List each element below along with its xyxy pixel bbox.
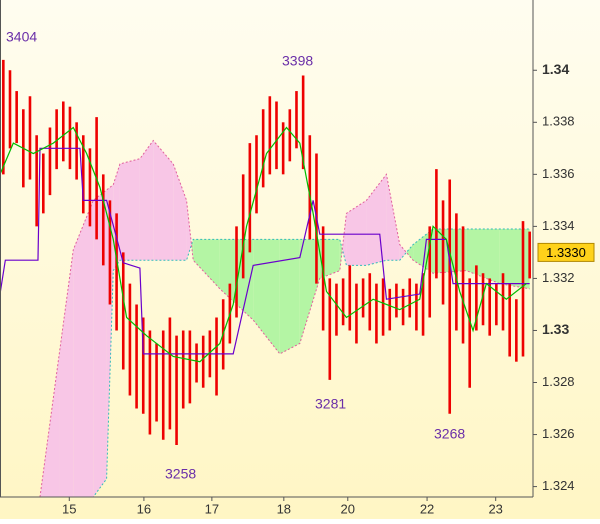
cloud-fill: [406, 244, 414, 261]
y-tick-label: 1.326: [542, 426, 575, 441]
y-tick-label: 1.33: [542, 321, 569, 337]
x-tick-label: 16: [137, 501, 151, 516]
indicator-line: [0, 126, 527, 363]
cloud-edge: [39, 228, 530, 498]
x-tick-label: 17: [205, 501, 219, 516]
x-tick-label: 18: [277, 501, 291, 516]
y-tick-label: 1.338: [542, 114, 575, 129]
y-tick-label: 1.332: [542, 270, 575, 285]
cloud-fill: [466, 228, 500, 284]
cloud-fill: [93, 189, 107, 497]
annotation: 3398: [282, 53, 313, 69]
cloud-fill: [106, 184, 114, 479]
cloud-fill: [299, 239, 320, 344]
annotation: 3268: [434, 426, 465, 442]
cloud-fill: [253, 239, 280, 354]
y-tick-label: 1.334: [542, 218, 575, 233]
cloud-fill: [346, 200, 367, 266]
cloud-fill: [73, 200, 94, 497]
x-tick-label: 20: [341, 501, 355, 516]
cloud-fill: [319, 239, 340, 279]
cloud-fill: [386, 174, 400, 261]
annotation: 3258: [165, 466, 196, 482]
y-tick-label: 1.34: [542, 61, 569, 77]
y-tick-label: 1.328: [542, 374, 575, 389]
last-price-label: 1.3330: [546, 245, 586, 260]
cloud-fill: [153, 140, 174, 261]
x-tick-label: 15: [62, 501, 76, 516]
x-tick-label: 23: [488, 501, 502, 516]
cloud-fill: [59, 249, 74, 497]
cloud-fill: [366, 174, 387, 266]
cloud-fill: [119, 158, 140, 261]
last-price-box: [537, 242, 595, 262]
cloud-fill: [139, 140, 154, 261]
cloud-fill: [339, 239, 343, 271]
cloud-fill: [173, 163, 187, 261]
cloud-fill: [279, 239, 300, 354]
indicator-line: [0, 147, 530, 355]
y-tick-label: 1.336: [542, 166, 575, 181]
annotation: 3281: [315, 396, 346, 412]
plot-area: [0, 59, 531, 498]
cloud-fill: [413, 228, 434, 274]
annotation: 3404: [6, 29, 37, 45]
x-tick-label: 22: [420, 501, 434, 516]
cloud-fill: [399, 244, 407, 261]
y-tick-label: 1.324: [542, 478, 575, 493]
cloud-fill: [193, 239, 220, 289]
